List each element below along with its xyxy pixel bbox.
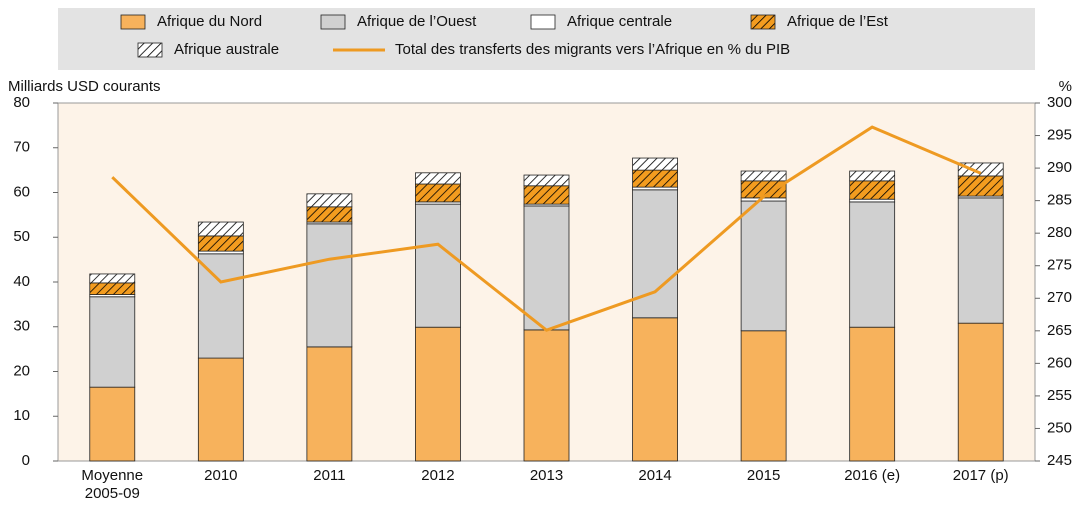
legend-label: Afrique australe bbox=[174, 41, 279, 58]
y-tick-label: 60 bbox=[13, 183, 30, 200]
bar-segment bbox=[849, 180, 896, 200]
bar-segment bbox=[415, 172, 461, 185]
x-tick-label: Moyenne 2005-09 bbox=[81, 467, 144, 502]
bar-segment bbox=[740, 330, 787, 462]
y2-tick-label: 250 bbox=[1047, 419, 1072, 436]
y2-tick-label: 290 bbox=[1047, 159, 1072, 176]
bar-segment bbox=[957, 175, 1004, 197]
y-axis-label: Milliards USD courants bbox=[8, 78, 161, 95]
bar-segment bbox=[89, 282, 136, 295]
bar-segment bbox=[197, 221, 244, 237]
bar-segment bbox=[849, 326, 896, 462]
bar-segment bbox=[740, 170, 787, 182]
x-tick-label: 2012 bbox=[421, 467, 455, 484]
y-tick-label: 30 bbox=[13, 318, 30, 335]
x-tick-label: 2017 (p) bbox=[952, 467, 1009, 484]
y2-axis-label: % bbox=[1059, 78, 1072, 95]
y-tick-label: 50 bbox=[13, 228, 30, 245]
bar-segment bbox=[632, 169, 678, 188]
y2-tick-label: 295 bbox=[1047, 127, 1072, 144]
bar-segment bbox=[849, 170, 896, 182]
x-tick-label: 2015 bbox=[746, 467, 781, 484]
bar-segment bbox=[957, 322, 1004, 462]
bar-segment bbox=[849, 198, 896, 203]
bar-segment bbox=[197, 250, 244, 255]
bar-segment bbox=[306, 346, 353, 462]
bar-segment bbox=[632, 186, 678, 191]
legend-swatch bbox=[530, 14, 556, 30]
legend-swatch bbox=[320, 14, 346, 30]
legend-swatch bbox=[750, 14, 776, 30]
legend-label: Afrique du Nord bbox=[157, 13, 262, 30]
x-tick-label: 2011 bbox=[313, 467, 346, 484]
bar-segment bbox=[89, 273, 136, 284]
bar-segment bbox=[415, 326, 461, 462]
bar-segment bbox=[415, 203, 461, 328]
line-series bbox=[111, 125, 982, 332]
bar-segment bbox=[306, 193, 353, 208]
y2-tick-label: 270 bbox=[1047, 289, 1072, 306]
y2-tick-label: 260 bbox=[1047, 354, 1072, 371]
bar-segment bbox=[197, 357, 244, 462]
y2-tick-label: 255 bbox=[1047, 387, 1072, 404]
y2-tick-label: 265 bbox=[1047, 322, 1072, 339]
bar-segment bbox=[523, 205, 570, 331]
y2-tick-label: 300 bbox=[1047, 94, 1072, 111]
bar-segment bbox=[197, 235, 244, 252]
y-tick-label: 20 bbox=[13, 362, 30, 379]
legend-swatch bbox=[137, 42, 163, 58]
y-tick-label: 0 bbox=[22, 452, 30, 469]
legend-label: Total des transferts des migrants vers l… bbox=[395, 41, 790, 58]
y2-tick-label: 245 bbox=[1047, 452, 1072, 469]
legend-label: Afrique centrale bbox=[567, 13, 672, 30]
bar-segment bbox=[89, 296, 136, 388]
bar-segment bbox=[632, 317, 678, 462]
bar-segment bbox=[523, 174, 570, 187]
x-tick-label: 2016 (e) bbox=[844, 467, 901, 484]
bar-segment bbox=[523, 185, 570, 205]
y2-tick-label: 280 bbox=[1047, 224, 1072, 241]
y-tick-label: 10 bbox=[13, 407, 30, 424]
y-tick-label: 70 bbox=[13, 139, 30, 156]
x-tick-label: 2010 bbox=[204, 467, 238, 484]
bar-segment bbox=[957, 197, 1004, 324]
legend-swatch bbox=[120, 14, 146, 30]
bar-segment bbox=[306, 206, 353, 223]
y2-tick-label: 285 bbox=[1047, 192, 1072, 209]
bar-segment bbox=[306, 223, 353, 348]
bar-segment bbox=[197, 253, 244, 359]
bar-segment bbox=[415, 183, 461, 203]
y-tick-label: 80 bbox=[13, 94, 30, 111]
legend-label: Afrique de l’Ouest bbox=[357, 13, 477, 30]
bar-segment bbox=[523, 329, 570, 462]
y2-tick-label: 275 bbox=[1047, 257, 1072, 274]
x-tick-label: 2013 bbox=[529, 467, 564, 484]
y-tick-label: 40 bbox=[13, 273, 30, 290]
bar-segment bbox=[89, 386, 136, 462]
legend-label: Afrique de l’Est bbox=[787, 13, 889, 30]
bar-segment bbox=[632, 157, 678, 171]
bar-segment bbox=[849, 201, 896, 328]
bar-segment bbox=[957, 162, 1004, 177]
x-tick-label: 2014 bbox=[638, 467, 672, 484]
bar-segment bbox=[740, 200, 787, 332]
